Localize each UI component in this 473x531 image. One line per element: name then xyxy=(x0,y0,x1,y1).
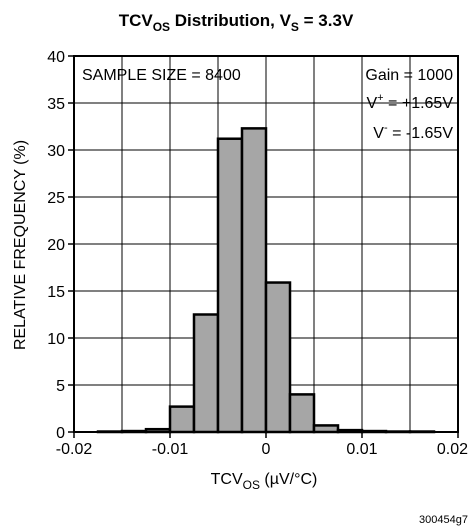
y-tick-label: 10 xyxy=(47,331,65,348)
x-tick-label: 0.01 xyxy=(346,441,377,458)
y-tick-label: 15 xyxy=(47,284,65,301)
y-tick-label: 20 xyxy=(47,237,65,254)
x-tick-label: 0.02 xyxy=(437,441,468,458)
x-axis-label: TCVOS (µV/°C) xyxy=(211,471,318,492)
vminus-label: V- = -1.65V xyxy=(373,122,453,142)
y-tick-label: 40 xyxy=(47,49,65,66)
vplus-label: V+ = +1.65V xyxy=(367,92,454,112)
x-tick-label: -0.02 xyxy=(56,441,93,458)
y-tick-label: 30 xyxy=(47,143,65,160)
sample-size-label: SAMPLE SIZE = 8400 xyxy=(82,67,241,84)
histogram-bar xyxy=(192,313,220,434)
histogram-bar xyxy=(240,127,268,434)
y-tick-label: 5 xyxy=(56,378,65,395)
y-tick-label: 0 xyxy=(56,425,65,442)
chart-title: TCVOS Distribution, VS = 3.3V xyxy=(119,11,354,34)
plot-frame xyxy=(73,55,459,433)
histogram-bar xyxy=(264,281,292,434)
histogram-bars xyxy=(96,127,436,434)
y-tick-label: 35 xyxy=(47,96,65,113)
gain-label: Gain = 1000 xyxy=(365,67,453,84)
y-tick-label: 25 xyxy=(47,190,65,207)
histogram-bar xyxy=(168,405,196,434)
histogram-bar xyxy=(216,137,244,434)
x-tick-label: -0.01 xyxy=(152,441,189,458)
axis-ticks: 0 5 10 15 20 25 30 35 40 -0.02 -0.01 0 0.01 0.02 xyxy=(47,49,468,458)
y-axis-label: RELATIVE FREQUENCY (%) xyxy=(12,140,29,350)
figure-id: 300454g7 xyxy=(419,514,468,526)
x-tick-label: 0 xyxy=(262,441,271,458)
histogram-bar xyxy=(288,393,316,434)
